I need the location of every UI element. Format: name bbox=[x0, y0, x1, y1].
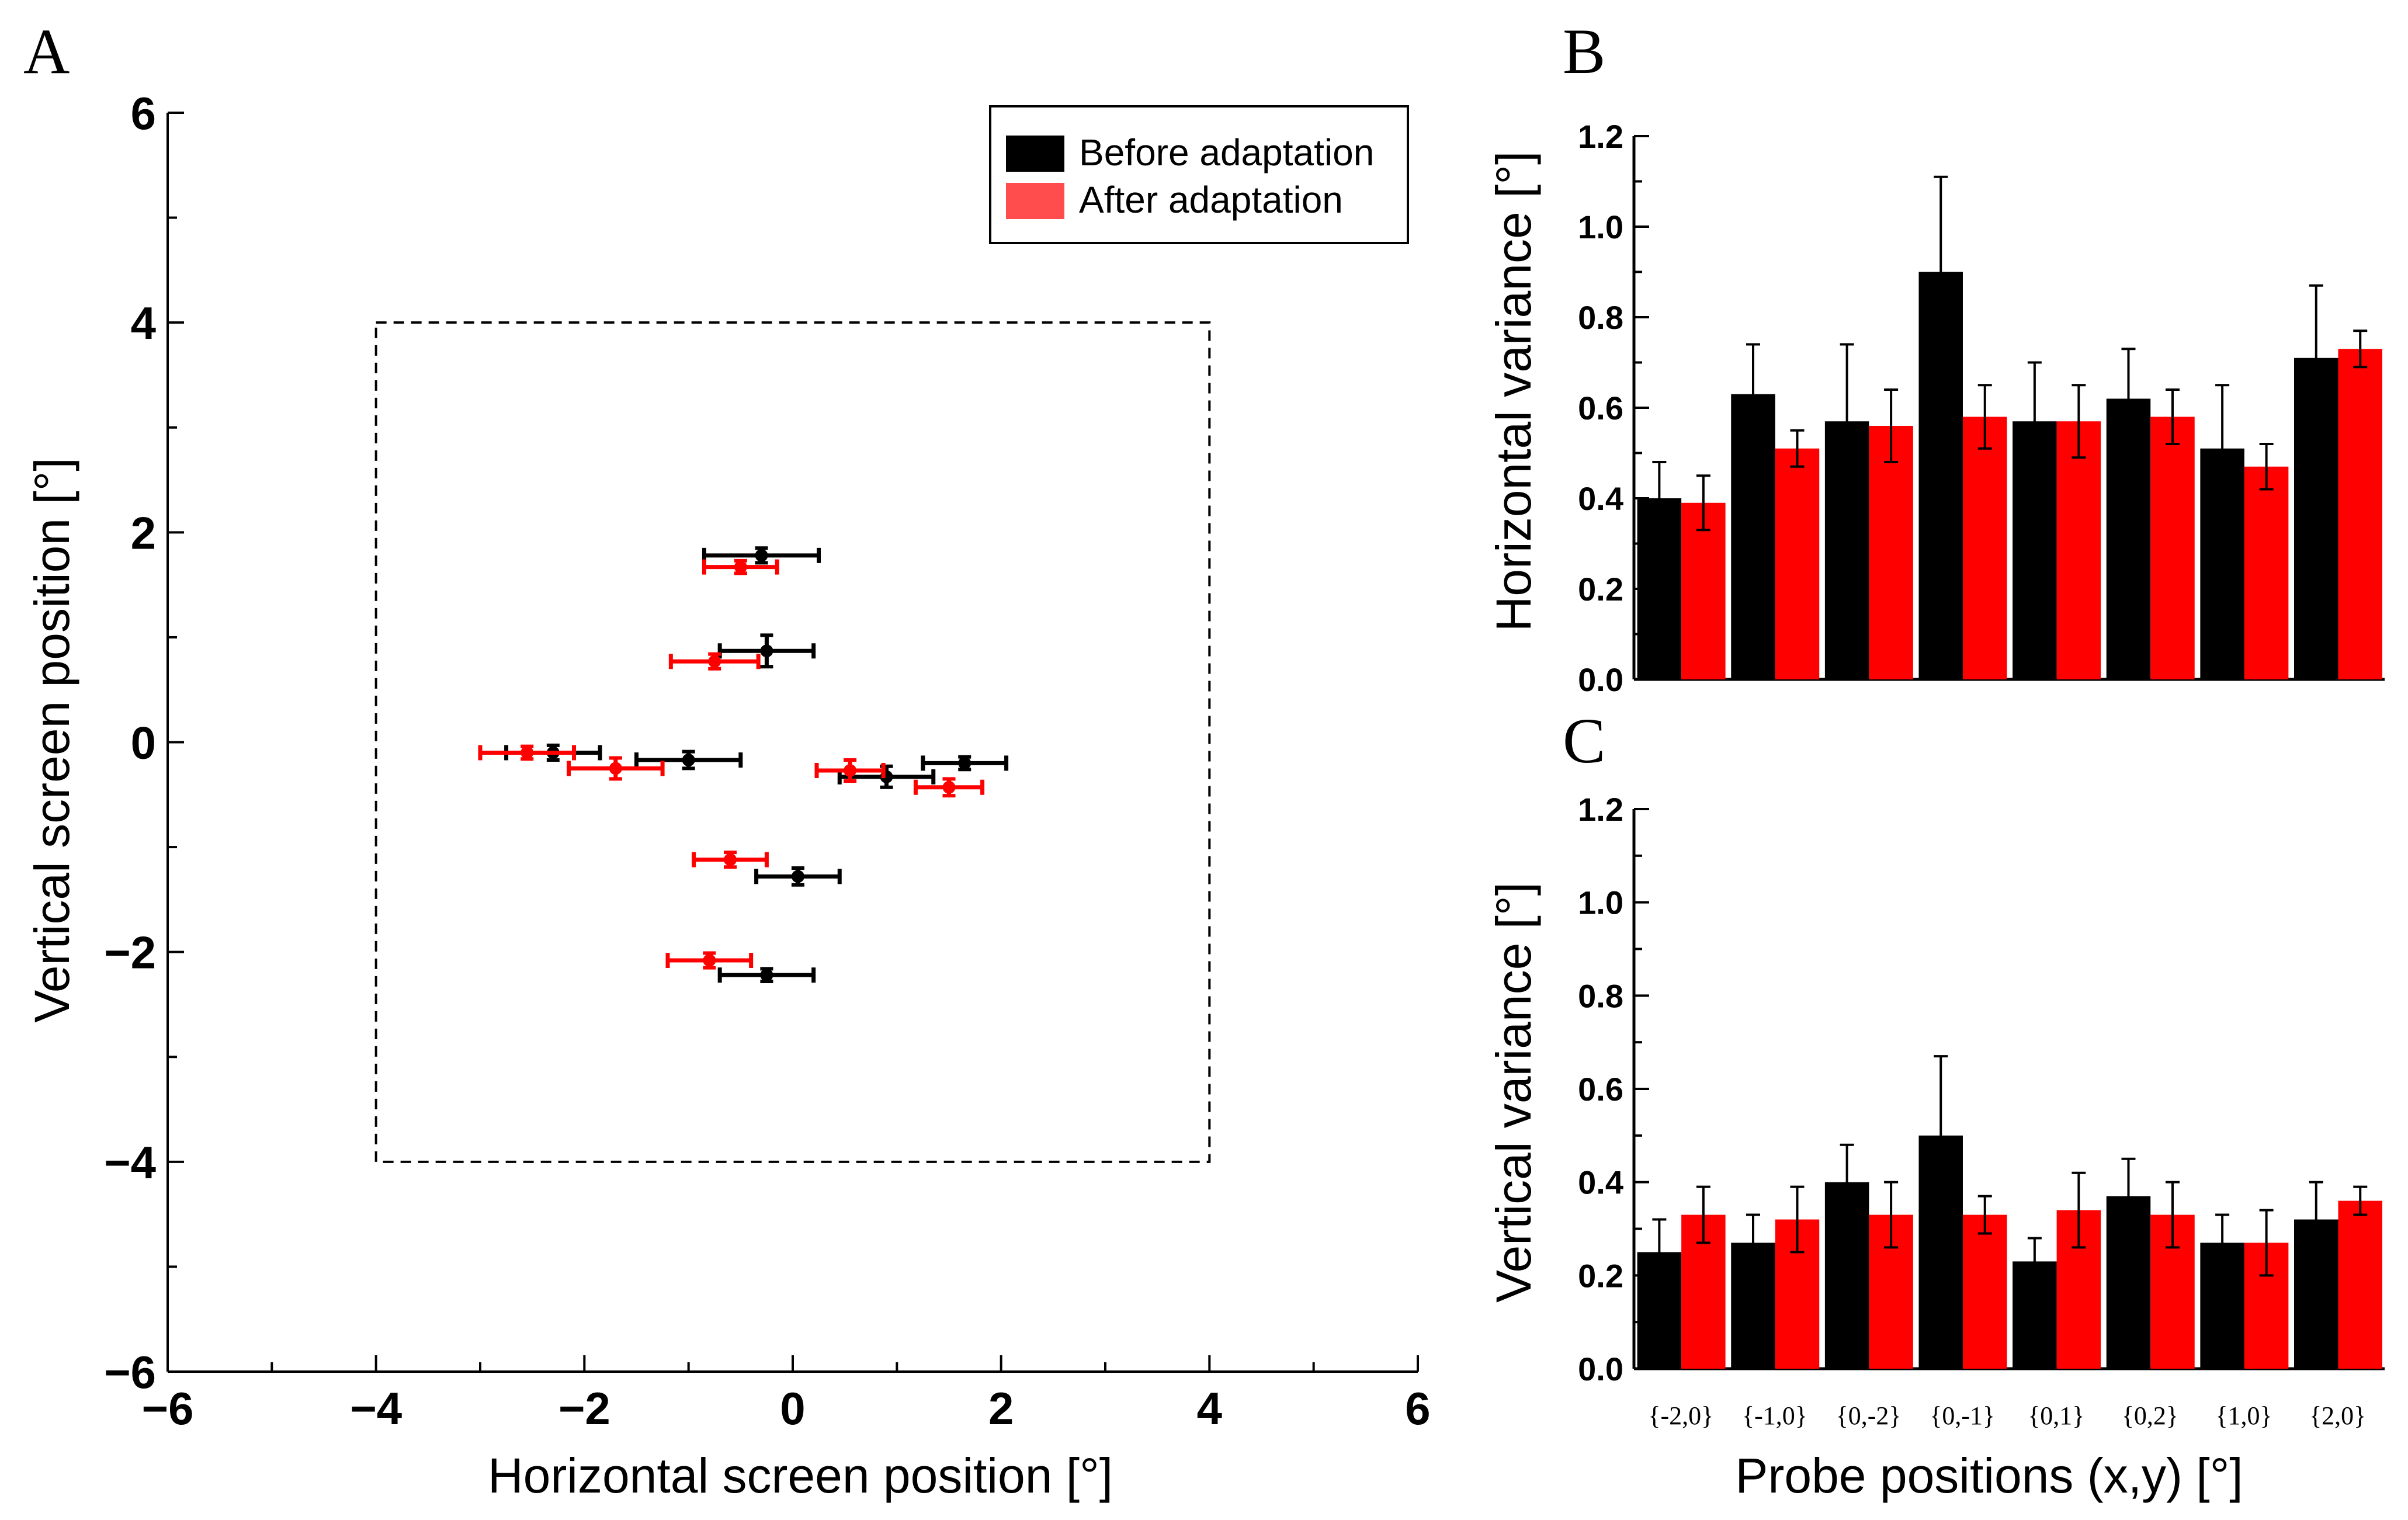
y-tick-label-a: 6 bbox=[131, 88, 156, 139]
x-axis-title-a: Horizontal screen position [°] bbox=[488, 1448, 1113, 1503]
y-tick-label-b: 0.8 bbox=[1578, 299, 1623, 336]
y-tick-label-c: 1.0 bbox=[1578, 884, 1623, 921]
point-marker bbox=[521, 746, 534, 759]
y-tick-label-c: 0.4 bbox=[1578, 1164, 1623, 1201]
point-marker bbox=[609, 762, 622, 775]
point-before-7 bbox=[717, 967, 816, 983]
y-tick-label-c: 0.6 bbox=[1578, 1071, 1623, 1108]
y-axis-title-b: Horizontal variance [°] bbox=[1486, 151, 1541, 632]
x-tick-label-a: 6 bbox=[1405, 1383, 1430, 1434]
point-before-3 bbox=[634, 749, 743, 771]
y-tick-label-b: 0.4 bbox=[1578, 480, 1623, 517]
bar-after-b-2 bbox=[1869, 426, 1913, 679]
point-marker bbox=[760, 969, 773, 982]
point-after-2 bbox=[478, 744, 576, 761]
data-marks-c bbox=[1637, 1055, 2382, 1369]
y-tick-label-b: 1.2 bbox=[1578, 118, 1623, 155]
category-label-c-3: {0,-1} bbox=[1930, 1401, 1995, 1430]
point-marker bbox=[791, 870, 804, 883]
point-marker bbox=[755, 549, 768, 562]
y-tick-label-b: 0.2 bbox=[1578, 571, 1623, 608]
point-marker bbox=[708, 655, 721, 668]
axes-c: 0.0 0.2 0.4 0.6 0.8 1.0 1.2 {-2,0} {-1,0} {0,-2} {… bbox=[1578, 791, 2385, 1430]
point-marker bbox=[734, 560, 747, 574]
category-label-c-5: {0,2} bbox=[2122, 1401, 2178, 1430]
bar-after-b-0 bbox=[1681, 502, 1726, 679]
bar-after-c-7 bbox=[2338, 1200, 2382, 1369]
y-tick-label-c: 0.2 bbox=[1578, 1257, 1623, 1294]
y-tick-label-b: 0.6 bbox=[1578, 390, 1623, 426]
point-before-4 bbox=[921, 755, 1009, 772]
y-tick-label-c: 0.8 bbox=[1578, 977, 1623, 1014]
point-marker bbox=[942, 780, 956, 794]
bar-after-b-1 bbox=[1775, 448, 1820, 679]
y-tick-label-b: 0.0 bbox=[1578, 661, 1623, 698]
legend: Before adaptation After adaptation bbox=[989, 105, 1409, 244]
category-label-c-7: {2,0} bbox=[2309, 1401, 2366, 1430]
y-tick-label-b: 1.0 bbox=[1578, 209, 1623, 245]
bar-after-c-3 bbox=[1962, 1214, 2007, 1369]
bar-after-b-3 bbox=[1962, 417, 2007, 679]
legend-box bbox=[989, 105, 1409, 244]
y-tick-label-a: 4 bbox=[131, 297, 156, 349]
legend-swatch-after bbox=[1006, 183, 1064, 219]
y-tick-label-a: 0 bbox=[131, 717, 156, 769]
data-marks-b bbox=[1637, 175, 2382, 679]
point-marker bbox=[724, 853, 737, 866]
category-label-c-6: {1,0} bbox=[2215, 1401, 2272, 1430]
x-axis-title-c: Probe positions (x,y) [°] bbox=[1735, 1448, 2243, 1503]
point-after-7 bbox=[665, 951, 754, 970]
y-axis-title-a: Vertical screen position [°] bbox=[25, 457, 79, 1022]
bar-after-b-5 bbox=[2150, 417, 2195, 679]
data-marks-a bbox=[478, 546, 1009, 983]
point-marker bbox=[958, 756, 971, 770]
y-tick-label-c: 0.0 bbox=[1578, 1351, 1623, 1387]
x-tick-label-a: 2 bbox=[988, 1383, 1014, 1434]
panel-c: C 0.0 0.2 0.4 0.6 0.8 1.0 1.2 {-2,0} {-1,0} {0,-2… bbox=[1486, 705, 2385, 1503]
y-tick-label-a: −2 bbox=[104, 927, 156, 978]
x-tick-label-a: −4 bbox=[350, 1383, 402, 1434]
axes-a: −6 −4 −2 0 2 4 6 −6 −4 −2 0 2 4 6 bbox=[104, 88, 1431, 1434]
panel-letter-b: B bbox=[1563, 16, 1605, 87]
point-before-1 bbox=[717, 633, 816, 669]
point-before-6 bbox=[754, 866, 842, 887]
panel-letter-a: A bbox=[23, 16, 70, 87]
point-marker bbox=[703, 954, 716, 967]
category-label-c-1: {-1,0} bbox=[1742, 1401, 1807, 1430]
panel-b: B 0.0 0.2 0.4 0.6 0.8 1.0 1.2 Horizontal varia… bbox=[1486, 16, 2385, 698]
panel-a: A −6 −4 −2 0 2 4 6 −6 −4 −2 0 2 4 6 Horizontal screen… bbox=[23, 16, 1431, 1503]
category-label-c-4: {0,1} bbox=[2028, 1401, 2084, 1430]
point-marker bbox=[844, 764, 857, 777]
y-tick-label-a: 2 bbox=[131, 507, 156, 558]
point-after-1 bbox=[668, 652, 761, 671]
point-after-0 bbox=[702, 558, 779, 575]
category-label-c-0: {-2,0} bbox=[1648, 1401, 1713, 1430]
x-tick-label-a: 4 bbox=[1197, 1383, 1222, 1434]
y-tick-label-c: 1.2 bbox=[1578, 791, 1623, 828]
bar-after-b-7 bbox=[2338, 349, 2382, 679]
point-after-6 bbox=[692, 851, 769, 869]
dashed-region-box bbox=[374, 321, 1211, 1163]
legend-label-before: Before adaptation bbox=[1079, 131, 1374, 173]
point-marker bbox=[682, 754, 695, 767]
y-tick-label-a: −4 bbox=[104, 1137, 156, 1188]
legend-label-after: After adaptation bbox=[1079, 179, 1343, 221]
bar-after-b-6 bbox=[2244, 466, 2289, 679]
point-marker bbox=[760, 644, 773, 658]
point-after-4 bbox=[814, 758, 886, 783]
x-tick-label-a: 0 bbox=[780, 1383, 805, 1434]
point-before-0 bbox=[702, 546, 821, 565]
y-axis-title-c: Vertical variance [°] bbox=[1486, 882, 1541, 1303]
legend-swatch-before bbox=[1006, 136, 1064, 172]
y-tick-label-a: −6 bbox=[104, 1347, 156, 1398]
point-after-3 bbox=[567, 756, 665, 781]
panel-letter-c: C bbox=[1563, 705, 1605, 776]
category-label-c-2: {0,-2} bbox=[1836, 1401, 1902, 1430]
x-tick-label-a: −2 bbox=[558, 1383, 610, 1434]
point-after-5 bbox=[913, 777, 985, 798]
bar-after-b-4 bbox=[2056, 421, 2101, 679]
x-tick-label-a: −6 bbox=[142, 1383, 194, 1434]
